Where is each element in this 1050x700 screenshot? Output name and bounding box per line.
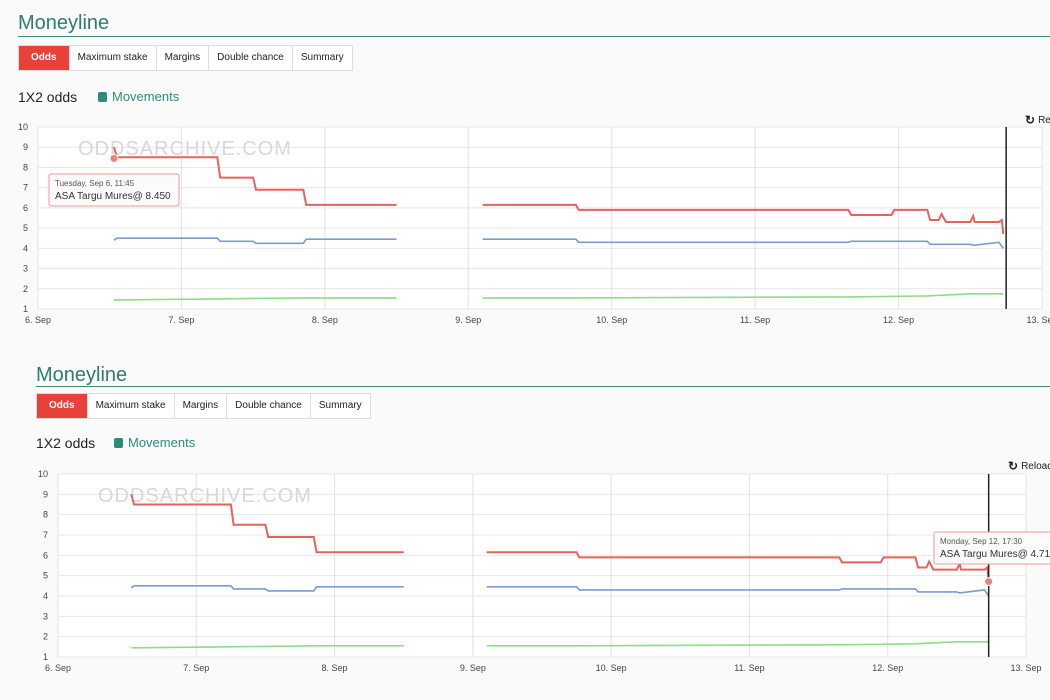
tab-double-chance[interactable]: Double chance — [227, 394, 311, 418]
series-line-2 — [486, 586, 990, 597]
odds-panel-1: Moneyline Odds Maximum stake Margins Dou… — [0, 0, 1050, 346]
x-tick-label: 13. Sep — [1010, 663, 1041, 673]
y-tick-label: 4 — [23, 243, 28, 253]
tooltip-box — [933, 531, 1050, 565]
odds-subheading: 1X2 odds — [36, 435, 96, 451]
tab-margins[interactable]: Margins — [175, 394, 228, 418]
reload-label: Re — [1038, 114, 1050, 126]
x-tick-label: 11. Sep — [734, 663, 764, 673]
x-tick-label: 9. Sep — [460, 663, 486, 673]
odds-panel-2: Moneyline Odds Maximum stake Margins Dou… — [18, 354, 1050, 700]
series-line-2 — [113, 237, 397, 245]
y-tick-label: 6 — [23, 203, 28, 213]
y-tick-label: 1 — [23, 304, 28, 314]
tab-bar: Odds Maximum stake Margins Double chance… — [18, 45, 353, 71]
reload-icon: ↻ — [1025, 113, 1036, 127]
y-tick-label: 5 — [43, 571, 48, 581]
x-tick-label: 12. Sep — [883, 315, 914, 325]
tab-bar: Odds Maximum stake Margins Double chance… — [36, 393, 371, 419]
tab-margins[interactable]: Margins — [157, 46, 210, 70]
x-tick-label: 7. Sep — [183, 663, 209, 673]
y-tick-label: 5 — [23, 223, 28, 233]
x-tick-label: 10. Sep — [596, 663, 627, 673]
section-title: Moneyline — [18, 12, 110, 34]
y-tick-label: 10 — [18, 122, 28, 132]
odds-chart: 1 2 3 4 5 6 7 8 9 10 6. Sep 7. Sep 8. Sep 9. Sep 10. S… — [38, 469, 1050, 673]
series-line-2 — [130, 585, 404, 592]
tooltip-date: Tuesday, Sep 6, 11:45 — [55, 179, 135, 188]
watermark-text: ODDSARCHIVE.COM — [98, 485, 312, 507]
series-line-3 — [482, 293, 1004, 299]
tooltip-value: ASA Targu Mures@ 8.450 — [55, 191, 171, 202]
x-tick-label: 7. Sep — [168, 315, 194, 325]
x-tick-label: 6. Sep — [25, 315, 51, 325]
x-tick-label: 12. Sep — [872, 663, 903, 673]
series-line-2 — [482, 238, 1004, 249]
series-line-1 — [486, 551, 990, 582]
tooltip-box — [48, 173, 180, 207]
series-line-1 — [482, 203, 1005, 235]
reload-button[interactable]: ↻ Re — [1025, 113, 1050, 127]
series-line-1 — [113, 146, 397, 206]
y-tick-label: 3 — [43, 611, 48, 621]
y-tick-label: 4 — [43, 591, 48, 601]
reload-icon: ↻ — [1008, 459, 1019, 473]
tooltip-value: ASA Targu Mures@ 4.710 — [940, 549, 1050, 560]
tooltip-date: Monday, Sep 12, 17:30 — [940, 537, 1023, 546]
movements-link[interactable]: Movements — [98, 89, 179, 104]
tab-summary[interactable]: Summary — [318, 400, 362, 411]
y-tick-label: 8 — [23, 162, 28, 172]
series-line-3 — [113, 297, 397, 301]
x-tick-label: 13. Sep — [1026, 315, 1050, 325]
x-tick-label: 10. Sep — [596, 315, 627, 325]
tab-summary[interactable]: Summary — [300, 52, 344, 63]
y-tick-label: 8 — [43, 510, 48, 520]
hover-point-marker — [984, 577, 994, 587]
y-tick-label: 6 — [43, 550, 48, 560]
x-tick-label: 11. Sep — [740, 315, 770, 325]
reload-button[interactable]: ↻ Reload — [1008, 459, 1050, 473]
odds-subheading: 1X2 odds — [18, 89, 78, 105]
y-tick-label: 7 — [43, 530, 48, 540]
title-divider — [36, 386, 1050, 387]
movements-icon — [114, 437, 123, 448]
watermark-text: ODDSARCHIVE.COM — [78, 138, 292, 160]
odds-chart: 1 2 3 4 5 6 7 8 9 10 6. Sep 7. Sep 8. Sep 9. Sep 10. S… — [18, 122, 1050, 325]
series-line-1 — [130, 494, 404, 554]
tab-maximum-stake[interactable]: Maximum stake — [70, 46, 157, 70]
y-tick-label: 1 — [43, 652, 48, 662]
movements-label: Movements — [128, 435, 196, 450]
tab-maximum-stake[interactable]: Maximum stake — [88, 394, 175, 418]
y-tick-label: 7 — [23, 183, 28, 193]
x-tick-label: 9. Sep — [455, 315, 481, 325]
title-divider — [18, 36, 1050, 37]
y-tick-label: 10 — [38, 469, 48, 479]
tab-double-chance[interactable]: Double chance — [209, 46, 293, 70]
series-line-3 — [131, 645, 404, 649]
x-tick-label: 6. Sep — [45, 663, 71, 673]
y-tick-label: 9 — [23, 142, 28, 152]
movements-label: Movements — [112, 89, 180, 104]
x-tick-label: 8. Sep — [322, 663, 348, 673]
hover-point-marker — [109, 153, 119, 163]
movements-link[interactable]: Movements — [114, 435, 195, 450]
tab-odds[interactable]: Odds — [19, 46, 70, 70]
reload-label: Reload — [1021, 460, 1050, 472]
y-tick-label: 9 — [43, 489, 48, 499]
y-tick-label: 2 — [43, 632, 48, 642]
movements-icon — [98, 91, 107, 102]
x-tick-label: 8. Sep — [312, 315, 338, 325]
series-line-3 — [486, 641, 989, 647]
y-tick-label: 3 — [23, 264, 28, 274]
section-title: Moneyline — [36, 364, 128, 386]
y-tick-label: 2 — [23, 284, 28, 294]
tab-odds[interactable]: Odds — [37, 394, 88, 418]
